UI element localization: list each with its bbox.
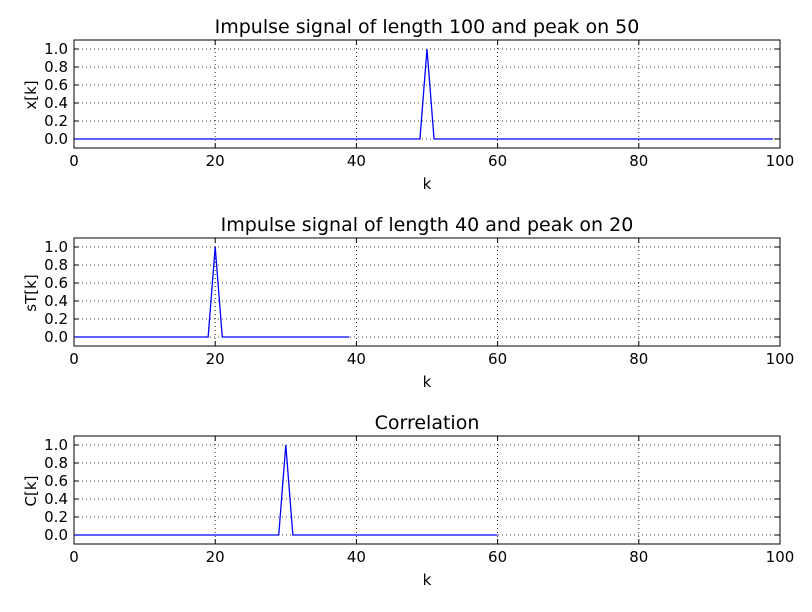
subplot-1-xtick-label-4: 80 xyxy=(629,152,648,170)
subplot-3-ytick-label-0: 0.0 xyxy=(44,526,68,544)
subplot-3-tickmarks xyxy=(73,436,781,544)
subplot-2-x-tick-labels: 0 20 40 60 80 100 xyxy=(69,350,794,368)
subplot-2-y-tick-labels: 0.0 0.2 0.4 0.6 0.8 1.0 xyxy=(44,238,68,346)
subplot-2-xtick-label-2: 40 xyxy=(347,350,366,368)
subplot-2-axes-frame xyxy=(73,237,781,347)
subplot-3-xtick-label-5: 100 xyxy=(766,548,795,566)
subplot-2-xlabel: k xyxy=(423,373,432,391)
subplot-2-ytick-label-4: 0.8 xyxy=(44,256,68,274)
subplot-1-ytick-label-1: 0.2 xyxy=(44,112,68,130)
subplot-3-axes-frame xyxy=(73,435,781,545)
subplot-3-title: Correlation xyxy=(375,412,480,434)
subplot-2-gridlines xyxy=(73,238,781,346)
subplot-3-ytick-label-1: 0.2 xyxy=(44,508,68,526)
subplot-2-xtick-label-5: 100 xyxy=(766,350,795,368)
subplot-3-gridlines xyxy=(73,436,781,544)
subplot-1-ytick-label-3: 0.6 xyxy=(44,76,68,94)
subplot-3-ylabel: C[k] xyxy=(22,476,40,507)
subplot-3-ytick-label-2: 0.4 xyxy=(44,490,68,508)
subplot-2-ytick-label-0: 0.0 xyxy=(44,328,68,346)
subplot-2-xtick-label-4: 80 xyxy=(629,350,648,368)
subplot-2-ytick-label-2: 0.4 xyxy=(44,292,68,310)
subplot-3-xtick-label-0: 0 xyxy=(69,548,79,566)
subplot-1-xtick-label-2: 40 xyxy=(347,152,366,170)
subplot-2-series-line xyxy=(74,246,350,338)
subplot-2-ytick-label-5: 1.0 xyxy=(44,238,68,256)
subplot-1-x-tick-labels: 0 20 40 60 80 100 xyxy=(69,152,794,170)
subplot-1-xtick-label-3: 60 xyxy=(488,152,507,170)
subplot-1-ytick-label-2: 0.4 xyxy=(44,94,68,112)
subplot-2-ytick-label-1: 0.2 xyxy=(44,310,68,328)
subplot-3-xtick-label-4: 80 xyxy=(629,548,648,566)
subplot-1: Impulse signal of length 100 and peak on… xyxy=(22,16,794,193)
subplot-3-ytick-label-5: 1.0 xyxy=(44,436,68,454)
subplot-2-tickmarks xyxy=(73,238,781,346)
subplot-3-ytick-label-3: 0.6 xyxy=(44,472,68,490)
subplot-3: Correlation k C[k] 0 20 40 60 80 100 0.0… xyxy=(22,412,794,589)
subplot-1-series-line xyxy=(74,48,773,140)
subplot-3-series-line xyxy=(74,444,498,536)
subplot-2-ylabel: sT[k] xyxy=(22,274,40,311)
subplot-3-xtick-label-3: 60 xyxy=(488,548,507,566)
subplot-2-ytick-label-3: 0.6 xyxy=(44,274,68,292)
subplot-1-xtick-label-0: 0 xyxy=(69,152,79,170)
subplot-2-title: Impulse signal of length 40 and peak on … xyxy=(221,214,634,236)
subplot-3-ytick-label-4: 0.8 xyxy=(44,454,68,472)
subplot-2: Impulse signal of length 40 and peak on … xyxy=(22,214,794,391)
subplot-1-ytick-label-0: 0.0 xyxy=(44,130,68,148)
subplot-1-axes-frame xyxy=(73,39,781,149)
subplot-1-xtick-label-5: 100 xyxy=(766,152,795,170)
subplot-2-xtick-label-3: 60 xyxy=(488,350,507,368)
subplot-1-xlabel: k xyxy=(423,175,432,193)
subplot-3-y-tick-labels: 0.0 0.2 0.4 0.6 0.8 1.0 xyxy=(44,436,68,544)
subplot-3-xtick-label-1: 20 xyxy=(206,548,225,566)
subplot-2-xtick-label-0: 0 xyxy=(69,350,79,368)
subplot-1-ytick-label-4: 0.8 xyxy=(44,58,68,76)
subplot-1-xtick-label-1: 20 xyxy=(206,152,225,170)
subplot-3-xlabel: k xyxy=(423,571,432,589)
subplot-1-y-tick-labels: 0.0 0.2 0.4 0.6 0.8 1.0 xyxy=(44,40,68,148)
subplot-1-title: Impulse signal of length 100 and peak on… xyxy=(215,16,640,38)
subplot-1-ytick-label-5: 1.0 xyxy=(44,40,68,58)
subplot-3-xtick-label-2: 40 xyxy=(347,548,366,566)
subplot-2-xtick-label-1: 20 xyxy=(206,350,225,368)
subplot-3-x-tick-labels: 0 20 40 60 80 100 xyxy=(69,548,794,566)
subplot-1-ylabel: x[k] xyxy=(22,80,40,109)
